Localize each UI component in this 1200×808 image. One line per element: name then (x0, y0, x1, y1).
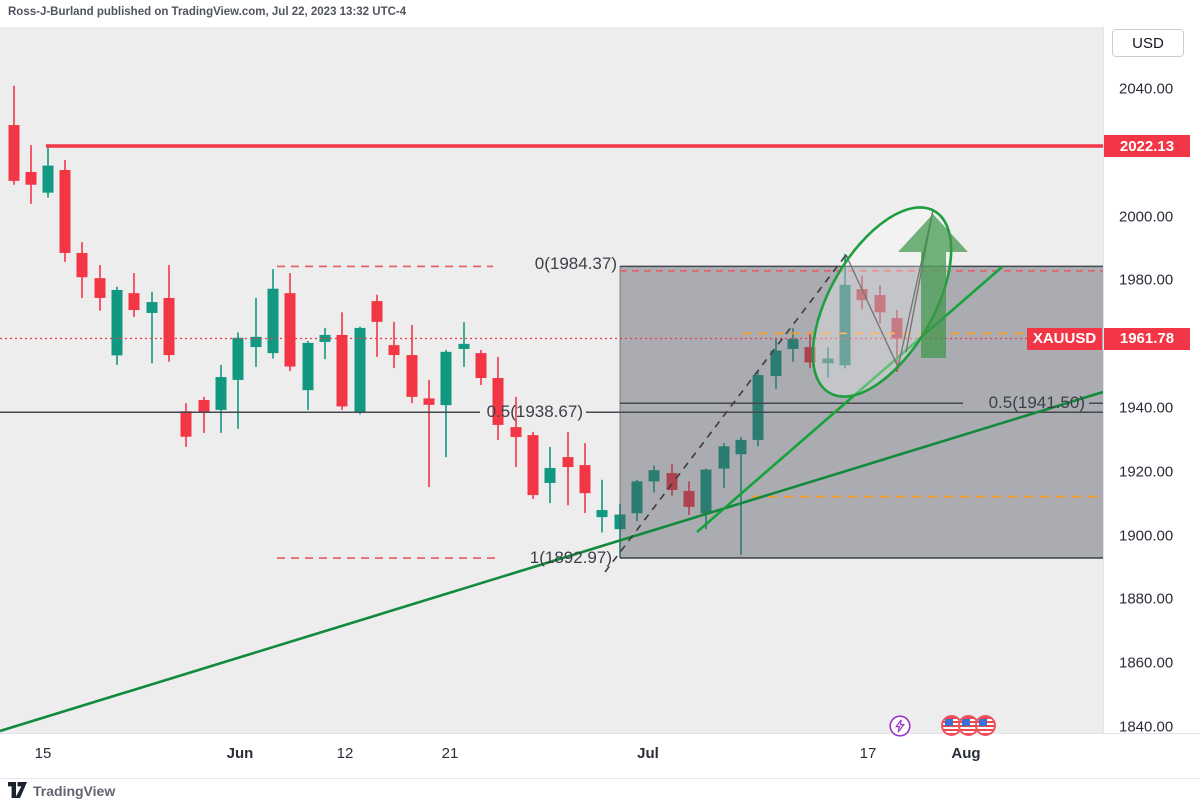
price-tick-label: 2000.00 (1119, 208, 1174, 226)
candle-body (76, 252, 88, 278)
candle-body (440, 351, 452, 406)
candle-body (631, 481, 643, 514)
candle-body (735, 439, 747, 455)
candle-body (267, 288, 279, 354)
event-lightning-icon[interactable] (889, 715, 911, 737)
time-tick-label: 15 (34, 745, 52, 762)
watermark-row (0, 778, 1200, 808)
candle-body (423, 398, 435, 405)
candle-body (839, 284, 851, 366)
price-tick-label: 1940.00 (1119, 399, 1174, 417)
candle-body (527, 435, 539, 496)
candle-body (59, 170, 71, 253)
time-axis[interactable] (0, 733, 1200, 779)
candle-body (544, 467, 556, 483)
candle-body (648, 470, 660, 482)
candle-body (111, 289, 123, 356)
candle-body (683, 490, 695, 507)
candle-body (198, 400, 210, 413)
price-tick-label: 1980.00 (1119, 271, 1174, 289)
candle-body (475, 353, 487, 379)
candle-body (856, 289, 868, 301)
steep-uptrend-trendline[interactable] (696, 266, 1003, 533)
candle-body (146, 302, 158, 313)
candle-body (596, 510, 608, 518)
candle-body (42, 165, 54, 193)
resistance-price-badge: 2022.13 (1104, 135, 1190, 157)
candle-body (579, 465, 591, 494)
us-flag-icon (941, 715, 962, 736)
time-tick-label: 12 (336, 745, 354, 762)
us-flag-icon (975, 715, 996, 736)
watermark-text: TradingView (33, 782, 116, 799)
price-tick-label: 1840.00 (1119, 718, 1174, 736)
currency-toggle-button[interactable]: USD (1112, 29, 1184, 57)
tradingview-logo-icon (8, 782, 27, 798)
candle-body (406, 355, 418, 397)
candle-body (250, 336, 262, 348)
candle-body (215, 377, 227, 410)
price-tick-label: 2040.00 (1119, 80, 1174, 98)
candle-body (787, 339, 799, 349)
price-tick-label: 1880.00 (1119, 590, 1174, 608)
time-tick-label: Jun (226, 745, 254, 762)
candle-body (128, 293, 140, 311)
candle-body (388, 345, 400, 356)
candle-body (180, 411, 192, 437)
price-axis[interactable] (1103, 27, 1200, 733)
candle-body (232, 337, 244, 380)
candle-body (562, 457, 574, 468)
candle-body (718, 446, 730, 469)
candle-body (371, 301, 383, 322)
candle-body (492, 378, 504, 425)
last-price-badge: 1961.78 (1104, 327, 1190, 350)
candle-body (770, 350, 782, 377)
publish-attribution: Ross-J-Burland published on TradingView.… (8, 6, 407, 18)
candle-body (700, 469, 712, 514)
tradingview-watermark[interactable]: TradingView (8, 782, 115, 799)
candle-body (804, 347, 816, 363)
candle-body (302, 342, 314, 391)
time-tick-label: Jul (637, 745, 659, 762)
candle-body (458, 343, 470, 349)
candle-body (25, 171, 37, 185)
candle-body (284, 293, 296, 367)
price-tick-label: 1900.00 (1119, 527, 1174, 545)
long-uptrend-trendline[interactable] (0, 390, 1103, 733)
price-tick-label: 1860.00 (1119, 654, 1174, 672)
price-tick-label: 1920.00 (1119, 463, 1174, 481)
time-tick-label: Aug (951, 745, 981, 762)
candle-body (752, 375, 764, 440)
symbol-label-badge: XAUUSD (1027, 327, 1102, 350)
dashed-channel-trendline[interactable] (604, 254, 847, 573)
candle-body (94, 278, 106, 298)
zigzag-projection[interactable] (845, 209, 934, 370)
economic-calendar-flag-icons[interactable] (941, 715, 996, 736)
price-chart-canvas[interactable] (0, 0, 1103, 733)
candle-body (354, 327, 366, 413)
fib-label-0: 0(1984.37) (534, 254, 617, 273)
candle-body (874, 295, 886, 313)
time-tick-label: 17 (859, 745, 877, 762)
candle-body (163, 297, 175, 356)
candle-body (666, 473, 678, 490)
fib-label-05: 0.5(1938.67) (486, 402, 583, 421)
candle-body (822, 358, 834, 364)
time-tick-label: 21 (441, 745, 459, 762)
fib-label-1: 1(1892.97) (529, 548, 612, 567)
fib-label-05b: 0.5(1941.50) (988, 393, 1085, 412)
candle-body (8, 125, 20, 181)
candle-body (336, 334, 348, 407)
candle-body (891, 318, 903, 339)
candle-body (510, 427, 522, 438)
up-arrow[interactable] (898, 214, 968, 358)
